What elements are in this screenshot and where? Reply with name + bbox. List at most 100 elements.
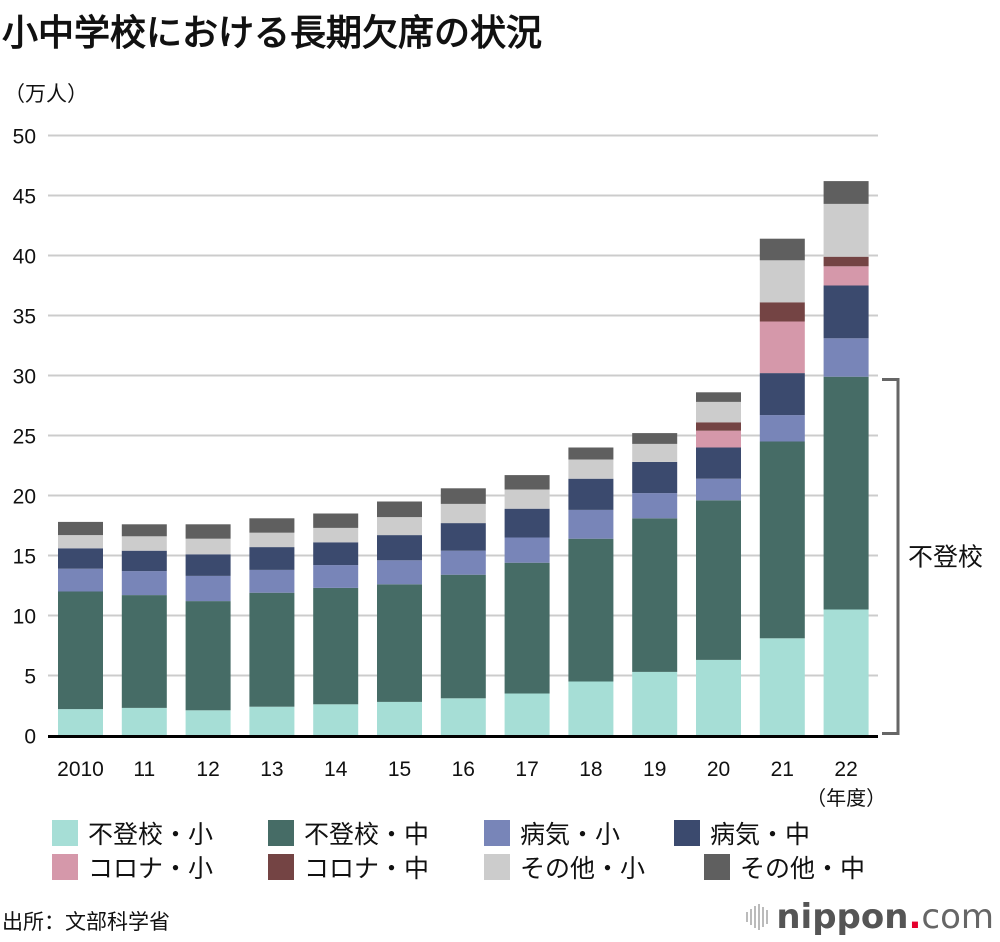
legend-item: その他・小 bbox=[484, 849, 645, 885]
x-tick-label: 14 bbox=[324, 758, 348, 781]
legend-swatch bbox=[674, 820, 700, 846]
y-tick-label: 25 bbox=[13, 426, 36, 449]
bar-segment bbox=[504, 562, 550, 694]
y-tick-label: 20 bbox=[13, 486, 36, 509]
bar-segment bbox=[58, 535, 103, 549]
y-tick-label: 15 bbox=[13, 546, 36, 569]
bars bbox=[58, 181, 869, 736]
bar-segment bbox=[696, 447, 741, 479]
bar-segment bbox=[632, 671, 678, 736]
bar-segment bbox=[377, 535, 422, 561]
bar-segment bbox=[313, 527, 359, 543]
bar-segment bbox=[185, 710, 231, 736]
bar-segment bbox=[823, 376, 869, 610]
legend-swatch bbox=[268, 820, 294, 846]
x-axis-ticks: 2010 11 12 13 14 15 16 17 18 19 20 21 22 bbox=[57, 758, 858, 781]
bar-segment bbox=[249, 532, 295, 548]
bar-segment bbox=[121, 571, 167, 596]
y-tick-label: 30 bbox=[13, 366, 36, 389]
y-tick-label: 45 bbox=[13, 186, 36, 209]
bar-segment bbox=[377, 501, 422, 518]
bar-segment bbox=[121, 707, 167, 736]
legend-item: 不登校・中 bbox=[268, 815, 429, 851]
bar-segment bbox=[185, 538, 231, 555]
bar-segment bbox=[504, 489, 550, 509]
bar-stack-15 bbox=[377, 501, 422, 736]
legend-swatch bbox=[52, 820, 78, 846]
futoko-bracket: 不登校 bbox=[882, 378, 983, 735]
bracket-line bbox=[882, 378, 900, 735]
legend-label: 不登校・小 bbox=[88, 820, 214, 849]
bar-segment bbox=[249, 569, 295, 593]
bar-segment bbox=[121, 595, 167, 708]
legend-item: コロナ・小 bbox=[52, 849, 213, 885]
bracket-label: 不登校 bbox=[908, 543, 983, 572]
legend-swatch bbox=[704, 854, 730, 880]
nippon-com-logo[interactable]: nippon. com bbox=[746, 897, 994, 937]
bar-segment bbox=[823, 285, 869, 339]
bar-segment bbox=[632, 493, 678, 519]
legend-item: コロナ・中 bbox=[268, 849, 429, 885]
bar-segment bbox=[377, 517, 422, 536]
x-tick-label: 13 bbox=[260, 758, 283, 781]
bar-stack-14 bbox=[313, 513, 359, 736]
bar-segment bbox=[759, 441, 805, 639]
x-tick-label: 15 bbox=[388, 758, 411, 781]
x-tick-label: 20 bbox=[707, 758, 730, 781]
legend-label: その他・小 bbox=[520, 854, 646, 883]
bar-stack-22 bbox=[823, 181, 869, 736]
bar-segment bbox=[313, 587, 359, 705]
legend-label: 不登校・中 bbox=[304, 820, 430, 849]
bar-segment bbox=[121, 550, 167, 572]
bar-segment bbox=[440, 574, 486, 699]
bar-segment bbox=[504, 693, 550, 736]
bar-segment bbox=[185, 524, 231, 539]
chart-title: 小中学校における長期欠席の状況 bbox=[2, 13, 543, 54]
bar-segment bbox=[58, 591, 103, 710]
legend-label: コロナ・中 bbox=[304, 854, 430, 883]
logo-brand: nippon bbox=[776, 897, 909, 937]
bar-stack-19 bbox=[632, 433, 678, 736]
bar-segment bbox=[823, 609, 869, 736]
bar-segment bbox=[759, 302, 805, 322]
bar-segment bbox=[249, 518, 295, 533]
bar-segment bbox=[823, 266, 869, 286]
bar-segment bbox=[696, 430, 741, 448]
bar-stack-11 bbox=[121, 524, 167, 736]
legend-item: その他・中 bbox=[704, 849, 865, 885]
bar-segment bbox=[696, 392, 741, 402]
bar-stack-17 bbox=[504, 475, 550, 736]
bar-segment bbox=[440, 488, 486, 504]
legend-item: 病気・小 bbox=[484, 815, 620, 851]
bar-segment bbox=[759, 260, 805, 303]
x-tick-label: 11 bbox=[133, 758, 155, 781]
bar-segment bbox=[121, 524, 167, 537]
legend-label: 病気・中 bbox=[710, 820, 811, 849]
bar-segment bbox=[823, 181, 869, 204]
bar-segment bbox=[504, 508, 550, 538]
bar-segment bbox=[313, 565, 359, 588]
y-tick-label: 10 bbox=[13, 606, 36, 629]
bar-segment bbox=[696, 422, 741, 431]
bar-segment bbox=[759, 373, 805, 416]
stacked-bar-chart: 0 5 10 15 20 25 30 35 40 45 50 2010 11 12 13 14 15 16 17 1… bbox=[13, 126, 983, 811]
y-tick-label: 5 bbox=[24, 666, 36, 689]
logo-soundwave-icon bbox=[746, 904, 769, 930]
bar-segment bbox=[632, 461, 678, 494]
bar-segment bbox=[568, 459, 614, 479]
bar-segment bbox=[377, 560, 422, 585]
y-tick-label: 40 bbox=[13, 246, 36, 269]
bar-stack-20 bbox=[696, 392, 741, 736]
y-axis-ticks: 0 5 10 15 20 25 30 35 40 45 50 bbox=[13, 126, 36, 749]
bar-segment bbox=[632, 433, 678, 444]
bar-segment bbox=[249, 547, 295, 570]
legend-swatch bbox=[484, 854, 510, 880]
bar-segment bbox=[632, 518, 678, 672]
bar-segment bbox=[377, 584, 422, 702]
bar-segment bbox=[121, 536, 167, 551]
bar-segment bbox=[823, 256, 869, 267]
bar-stack-2010 bbox=[58, 521, 103, 736]
legend-swatch bbox=[52, 854, 78, 880]
bar-segment bbox=[440, 698, 486, 736]
bar-segment bbox=[377, 701, 422, 736]
